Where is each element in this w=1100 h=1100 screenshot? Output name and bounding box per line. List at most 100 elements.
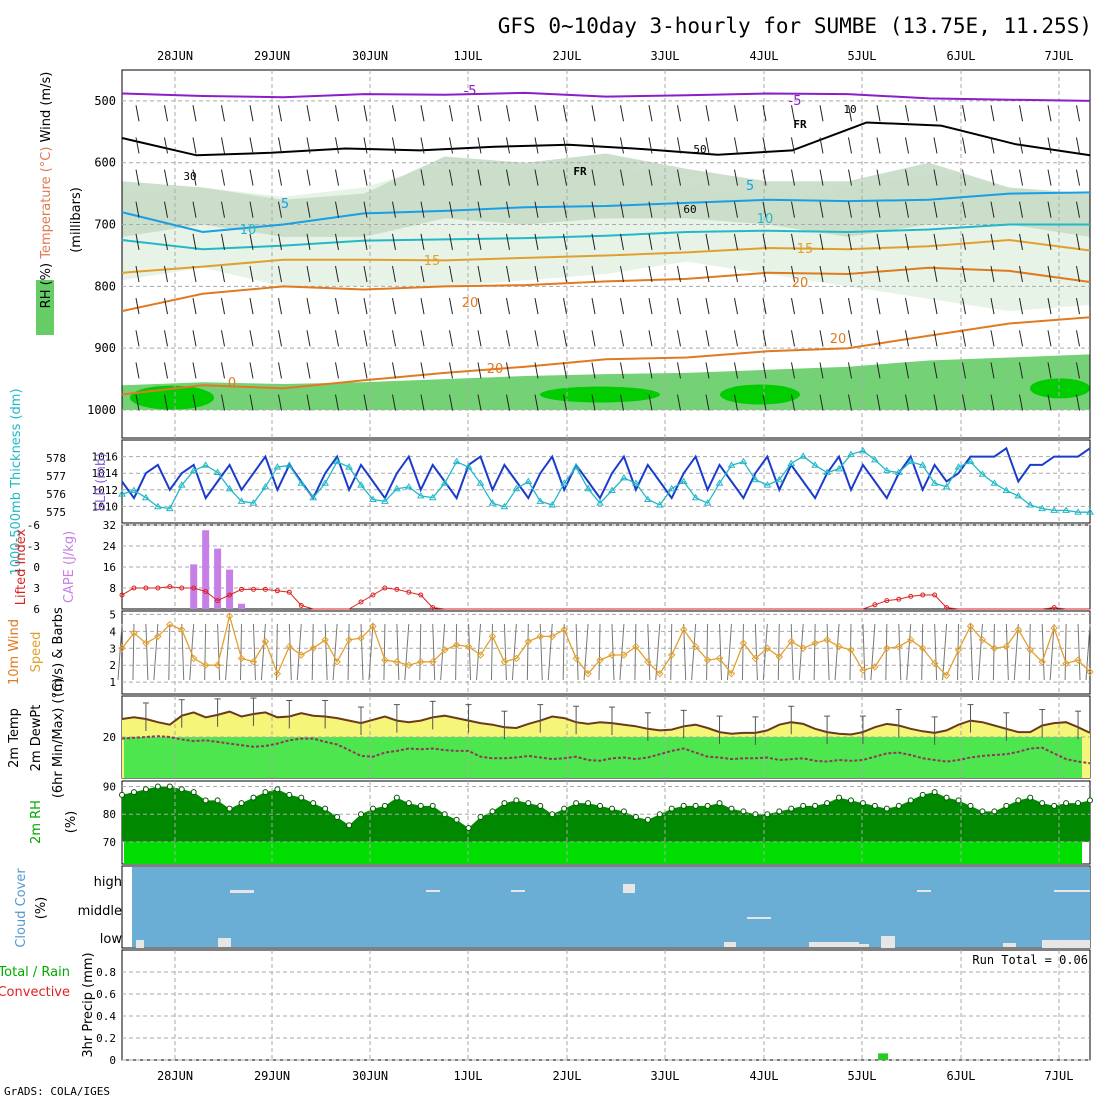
rh2m-marker <box>1075 800 1082 807</box>
upper-wind-barb <box>392 201 396 218</box>
upper-wind-barb <box>164 233 168 250</box>
cloud-patch <box>218 938 231 947</box>
wind-tick-label: 4 <box>109 625 116 638</box>
wind10-barb <box>706 623 709 681</box>
upper-wind-barb <box>306 233 311 250</box>
upper-wind-barb <box>278 265 282 283</box>
wind10-barb <box>634 623 637 681</box>
upper-wind-barb <box>135 362 140 379</box>
rh2m-marker <box>740 808 747 815</box>
upper-wind-barb <box>449 105 453 122</box>
upper-wind-barb <box>1047 330 1052 347</box>
upper-wind-barb <box>933 201 938 218</box>
thickness-marker <box>249 499 258 506</box>
upper-wind-barb <box>306 362 311 379</box>
thickness-marker <box>309 493 318 501</box>
rh2m-marker <box>955 797 962 804</box>
upper-wind-barb <box>933 330 938 347</box>
upper-wind-barb <box>392 169 396 186</box>
thickness-marker <box>835 464 843 472</box>
upper-wind-barb <box>135 298 140 315</box>
thickness-marker <box>990 479 999 486</box>
slp-tick-label: 1014 <box>92 467 119 480</box>
upper-wind-barb <box>819 105 824 122</box>
wind10-barb <box>683 623 687 681</box>
rh-high-blob-3 <box>1030 378 1090 399</box>
upper-wind-barb <box>819 362 824 379</box>
cape-bar <box>190 564 198 609</box>
upper-wind-barb <box>477 265 482 283</box>
cloud-level-label: low <box>100 932 123 947</box>
rh2m-marker <box>274 786 281 793</box>
wind10-marker <box>118 644 126 652</box>
cape-bar <box>226 569 234 609</box>
upper-wind-barb <box>677 233 681 250</box>
wind10-marker <box>656 669 664 678</box>
isotherm-label: 20 <box>462 296 479 311</box>
thickness-tick-label: 576 <box>46 488 66 501</box>
wind-tick-label: 2 <box>109 659 116 672</box>
upper-wind-barb <box>1019 137 1023 154</box>
rh2m-marker <box>1003 802 1010 809</box>
wind10-barb <box>1049 623 1055 681</box>
date-label-bottom: 4JUL <box>750 1069 779 1083</box>
wind10-barb <box>288 623 292 681</box>
wind10-barb <box>296 623 302 681</box>
wind10-marker <box>871 663 879 671</box>
thickness-marker <box>871 455 879 463</box>
wind10-marker <box>249 658 258 666</box>
upper-wind-barb <box>563 201 567 218</box>
wind10-marker <box>608 651 616 659</box>
wind10-marker <box>620 651 628 659</box>
upper-wind-barb <box>933 362 938 379</box>
upper-wind-barb <box>534 233 539 250</box>
wind10-marker <box>297 651 305 659</box>
upper-wind-barb <box>363 362 368 379</box>
wind10-marker <box>440 646 449 654</box>
upper-wind-barb <box>677 394 681 411</box>
upper-wind-barb <box>905 298 909 315</box>
upper-wind-barb <box>648 265 653 283</box>
wind10-barb <box>754 623 758 681</box>
thickness-marker <box>177 481 186 488</box>
precip-frame <box>121 949 1091 1061</box>
wind10-marker <box>679 625 688 634</box>
rh-legend-swatch <box>36 280 54 335</box>
wind10-marker <box>823 636 831 644</box>
thickness-marker <box>165 504 174 512</box>
upper-wind-barb <box>933 169 938 186</box>
upper-wind-barb <box>876 169 881 186</box>
upper-wind-barb <box>306 201 311 218</box>
upper-wind-barb <box>734 201 738 218</box>
upper-wind-barb <box>164 105 168 122</box>
upper-wind-barb <box>192 394 197 411</box>
upper-wind-barb <box>791 265 795 283</box>
upper-wind-barb <box>933 137 938 154</box>
upper-wind-barb <box>278 362 282 379</box>
wind10-marker <box>213 661 222 669</box>
li-marker <box>203 589 209 594</box>
upper-wind-barb <box>905 330 909 347</box>
upper-wind-barb <box>734 137 738 154</box>
isotherm-label: 5 <box>746 179 754 194</box>
credit-label: GrADS: COLA/IGES <box>4 1085 110 1098</box>
upper-wind-barb <box>392 394 396 411</box>
wind10-marker <box>1062 659 1070 668</box>
upper-wind-barb <box>819 265 824 283</box>
rh2m-marker <box>656 811 663 818</box>
upper-wind-barb <box>791 105 795 122</box>
wind10-barb <box>611 623 615 681</box>
upper-wind-barb <box>990 137 995 154</box>
rh2m-marker <box>429 802 436 809</box>
thickness-marker <box>488 499 497 506</box>
upper-wind-barb <box>591 298 596 315</box>
rh2m-marker <box>1027 794 1034 801</box>
upper-wind-barb <box>563 298 567 315</box>
upper-wind-barb <box>677 169 681 186</box>
isotherm-label: 5 <box>281 197 289 212</box>
thickness-marker <box>476 479 485 486</box>
upper-wind-barb <box>335 362 339 379</box>
upper-wind-barb <box>449 137 453 154</box>
rh2m-marker <box>537 802 544 809</box>
